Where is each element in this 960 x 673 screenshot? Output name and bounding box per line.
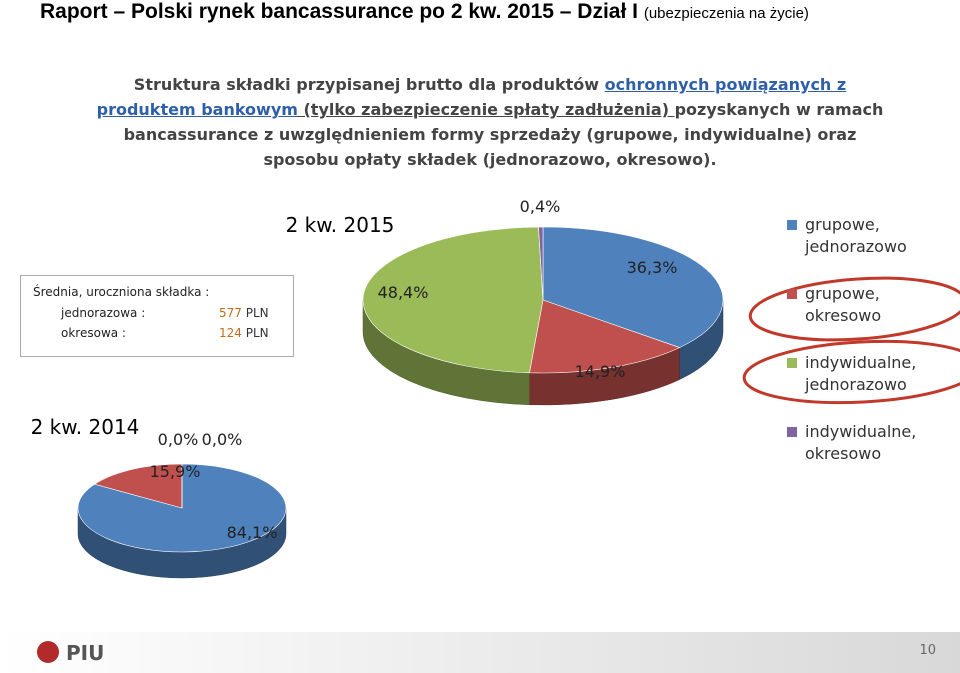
legend-swatch	[787, 427, 797, 437]
info-box: Średnia, uroczniona składka : jednorazow…	[20, 275, 294, 357]
legend-label: indywidualne, jednorazowo	[805, 353, 917, 394]
pie-slice	[93, 463, 183, 509]
highlight-circle	[742, 339, 960, 405]
desc-part: pozyskanych w ramach bancassurance z uwz…	[123, 100, 884, 169]
legend-swatch	[787, 289, 797, 299]
pie-tops	[362, 226, 724, 374]
pie	[362, 226, 724, 406]
desc-part: Struktura składki przypisanej brutto dla…	[133, 75, 605, 94]
info-unit: PLN	[245, 326, 269, 340]
value-label: 0,0%	[202, 430, 243, 449]
pie-slice	[362, 226, 544, 374]
pie	[77, 463, 287, 579]
info-label: jednorazowa :	[61, 306, 146, 320]
logo-icon	[37, 641, 59, 663]
highlight-circle	[748, 276, 960, 342]
pie-slice	[529, 299, 681, 374]
value-label: 14,9%	[575, 362, 626, 381]
value-label: 48,4%	[378, 283, 429, 302]
info-unit: PLN	[245, 306, 269, 320]
value-label: 0,0%	[158, 430, 199, 449]
info-value: 577	[219, 306, 242, 320]
legend-swatch	[787, 220, 797, 230]
info-value: 124	[219, 326, 242, 340]
legend-label: grupowe, okresowo	[805, 284, 882, 325]
pie-tops	[77, 463, 287, 553]
pie-slice	[538, 226, 544, 301]
pie-slice	[542, 226, 724, 348]
desc-part: ochronnych powiązanych z produktem banko…	[96, 75, 847, 119]
title-text: Raport – Polski rynek bancassurance po 2…	[40, 0, 638, 23]
value-label: 84,1%	[227, 523, 278, 542]
chart-title: 2 kw. 2015	[286, 213, 395, 237]
description: Struktura składki przypisanej brutto dla…	[90, 72, 890, 172]
chart-title: 2 kw. 2014	[31, 415, 140, 439]
slide-title: Raport – Polski rynek bancassurance po 2…	[40, 0, 809, 24]
value-label: 15,9%	[150, 462, 201, 481]
page-number: 10	[919, 643, 936, 658]
value-label: 36,3%	[627, 258, 678, 277]
legend-label: grupowe, jednorazowo	[805, 215, 907, 256]
pie-slice	[77, 463, 287, 553]
logo-text: PIU	[66, 641, 104, 665]
pie-sides	[362, 299, 724, 406]
footer	[0, 632, 960, 673]
info-label: okresowa :	[61, 326, 126, 340]
legend-label: indywidualne, okresowo	[805, 422, 917, 463]
desc-part: (tylko zabezpieczenie spłaty zadłużenia)	[297, 100, 675, 119]
title-note: (ubezpieczenia na życie)	[643, 5, 809, 22]
info-title: Średnia, uroczniona składka :	[33, 285, 210, 299]
legend-swatch	[787, 358, 797, 368]
value-label: 0,4%	[520, 197, 561, 216]
